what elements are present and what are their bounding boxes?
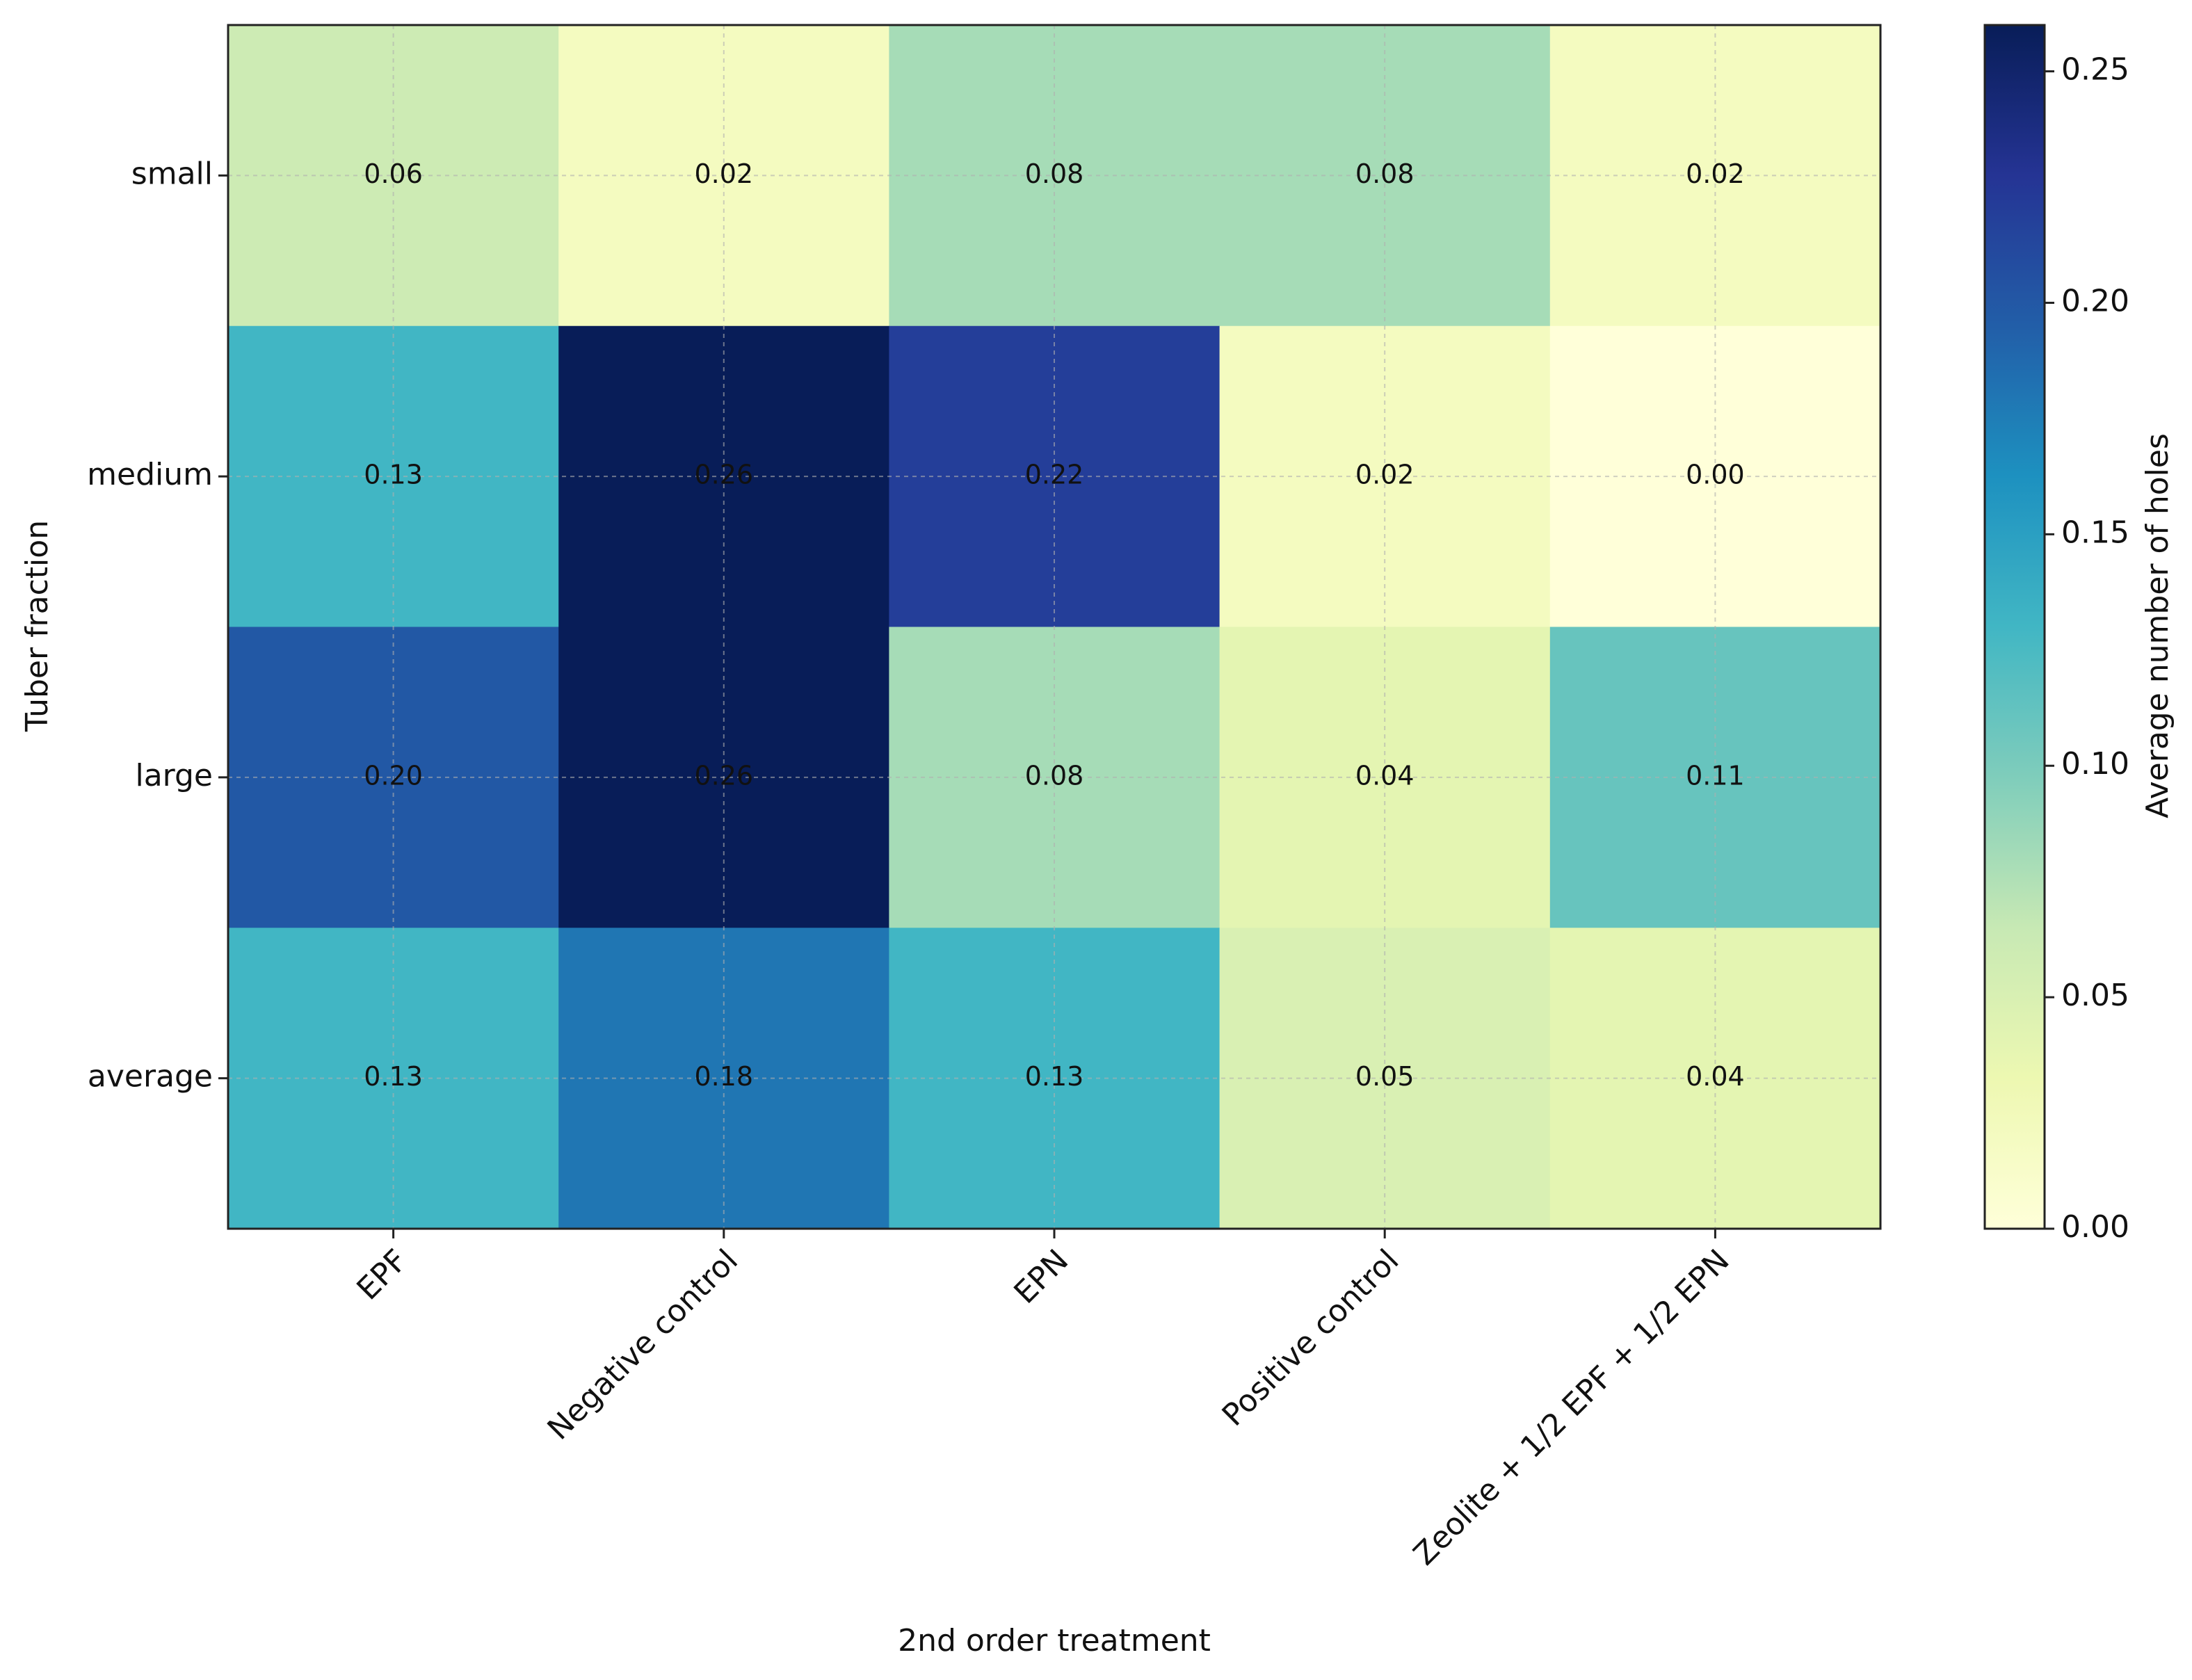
x-tick-label: EPN — [1008, 1243, 1076, 1311]
cell-label: 0.04 — [1686, 1061, 1745, 1092]
x-tick-label: Zeolite + 1/2 EPF + 1/2 EPN — [1407, 1243, 1736, 1572]
cell-label: 0.08 — [1355, 159, 1415, 189]
colorbar-label: Average number of holes — [2140, 433, 2175, 818]
cell-label: 0.08 — [1025, 159, 1084, 189]
cell-label: 0.04 — [1355, 760, 1415, 791]
cell-label: 0.13 — [364, 460, 423, 490]
x-axis-label: 2nd order treatment — [898, 1623, 1211, 1658]
cell-label: 0.08 — [1025, 760, 1084, 791]
y-tick-label: medium — [87, 457, 213, 492]
colorbar-tick-label: 0.20 — [2061, 283, 2129, 318]
cell-label: 0.05 — [1355, 1061, 1415, 1092]
x-tick-label: EPF — [350, 1243, 414, 1307]
cell-label: 0.18 — [694, 1061, 753, 1092]
cell-label: 0.02 — [694, 159, 753, 189]
y-tick-label: large — [135, 758, 213, 793]
colorbar-tick-label: 0.25 — [2061, 52, 2129, 88]
cell-label: 0.00 — [1686, 460, 1745, 490]
cell-label: 0.06 — [364, 159, 423, 189]
cell-label: 0.20 — [364, 760, 423, 791]
colorbar-tick-label: 0.05 — [2061, 978, 2129, 1013]
cell-label: 0.26 — [694, 760, 753, 791]
cell-label: 0.13 — [1025, 1061, 1084, 1092]
cell-label: 0.02 — [1686, 159, 1745, 189]
x-tick-label: Negative control — [541, 1243, 745, 1446]
cell-label: 0.26 — [694, 460, 753, 490]
y-axis-label: Tuber fraction — [19, 520, 55, 732]
cell-label: 0.22 — [1025, 460, 1084, 490]
cell-label: 0.11 — [1686, 760, 1745, 791]
y-tick-label: average — [88, 1059, 213, 1095]
colorbar-tick-label: 0.10 — [2061, 746, 2129, 782]
colorbar-tick-label: 0.00 — [2061, 1209, 2129, 1245]
cell-label: 0.13 — [364, 1061, 423, 1092]
cell-label: 0.02 — [1355, 460, 1415, 490]
colorbar — [1983, 24, 2046, 1230]
colorbar-tick-label: 0.15 — [2061, 515, 2129, 550]
x-tick-label: Positive control — [1216, 1243, 1406, 1433]
y-tick-label: small — [131, 156, 213, 191]
